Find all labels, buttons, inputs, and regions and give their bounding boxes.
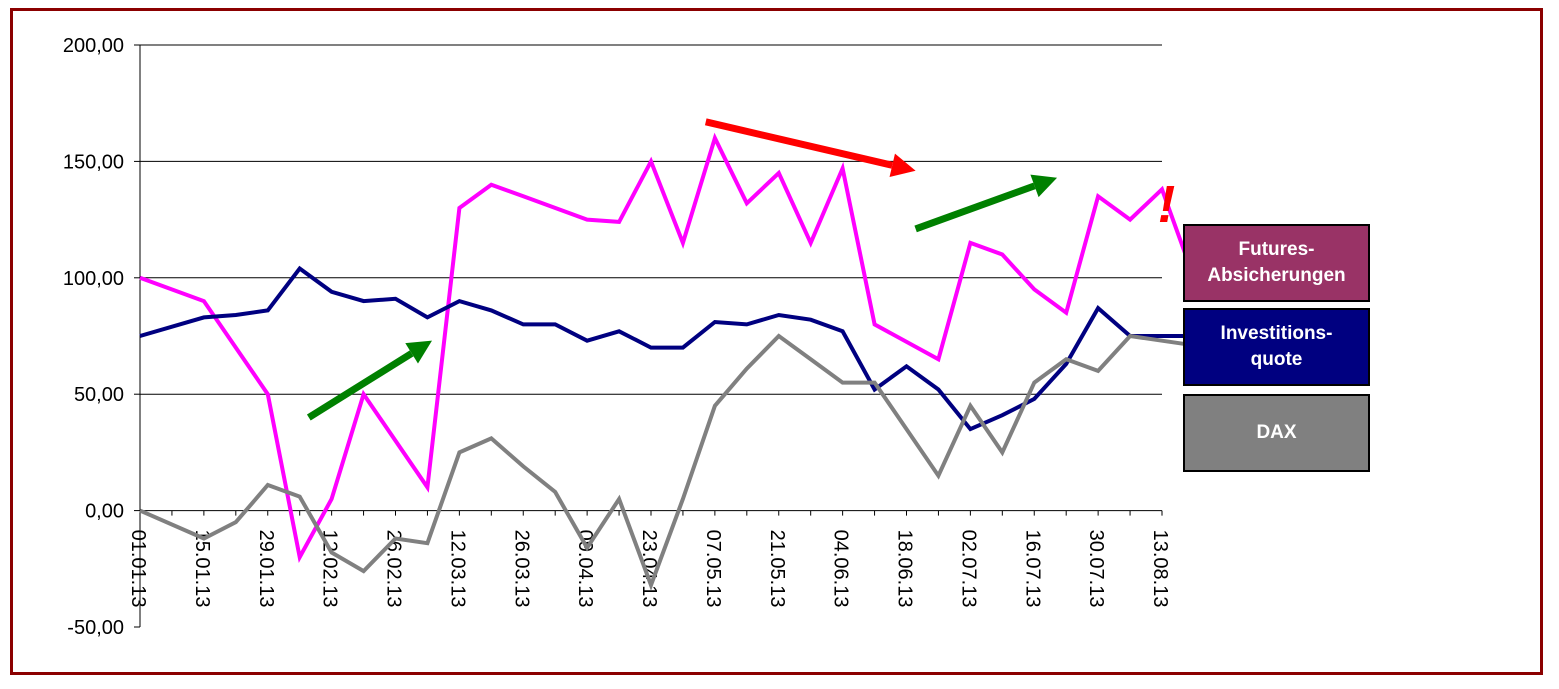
x-tick-label: 13.08.13 (1149, 530, 1171, 608)
y-tick-label: 200,00 (63, 35, 124, 57)
x-tick-label: 07.05.13 (702, 530, 724, 608)
legend-label-futures: Futures- Absicherungen (1207, 239, 1346, 286)
legend-item-investitionsquote: Investitions- quote (1183, 308, 1370, 386)
legend-label-dax: DAX (1256, 422, 1297, 443)
arrow-shaft (306, 350, 414, 421)
exclamation-mark: ! (1158, 176, 1175, 234)
arrow (914, 174, 1058, 233)
y-tick-label: 100,00 (63, 268, 124, 290)
chart-frame (10, 8, 1543, 675)
arrow (306, 340, 432, 421)
legend-item-futures: Futures- Absicherungen (1183, 224, 1370, 302)
arrow-head (405, 340, 432, 364)
y-tick-label: 0,00 (85, 501, 124, 523)
annotations: ! (306, 118, 1175, 421)
x-tick-label: 04.06.13 (830, 530, 852, 608)
legend-item-dax: DAX (1183, 394, 1370, 472)
series-line (139, 333, 1195, 591)
arrow-head (889, 153, 916, 177)
legend-label-investitionsquote: Investitions- quote (1220, 323, 1333, 370)
x-tick-label: 12.02.13 (319, 530, 341, 608)
x-tick-label: 09.04.13 (574, 530, 596, 608)
y-tick-label: 50,00 (74, 384, 124, 406)
x-tick-label: 26.03.13 (510, 530, 532, 608)
x-tick-labels: 01.01.13 15.01.13 29.01.13 12.02.13 26.02.13… (127, 530, 1171, 608)
x-tick-label: 18.06.13 (894, 530, 916, 608)
x-tick-label: 12.03.13 (446, 530, 468, 608)
x-tick-label: 26.02.13 (383, 530, 405, 608)
gridlines (140, 44, 1162, 395)
series-lines (139, 132, 1196, 591)
y-tick-label: 150,00 (63, 151, 124, 173)
arrow-head (1030, 174, 1058, 198)
x-tick-label: 23.04.13 (638, 530, 660, 608)
x-tick-label: 16.07.13 (1021, 530, 1043, 608)
y-tick-label: -50,00 (67, 617, 124, 639)
x-tick-label: 21.05.13 (766, 530, 788, 608)
x-tick-label: 01.01.13 (127, 530, 149, 608)
x-tick-label: 30.07.13 (1085, 530, 1107, 608)
arrow-shaft (914, 182, 1036, 233)
x-tick-label: 29.01.13 (255, 530, 277, 608)
arrow-shaft (704, 118, 894, 169)
arrow (704, 118, 916, 177)
x-tick-label: 15.01.13 (191, 530, 213, 608)
x-tick-label: 02.07.13 (957, 530, 979, 608)
y-tick-labels: -50,00 0,00 50,00 100,00 150,00 200,00 (63, 35, 124, 639)
series-line (139, 132, 1196, 564)
